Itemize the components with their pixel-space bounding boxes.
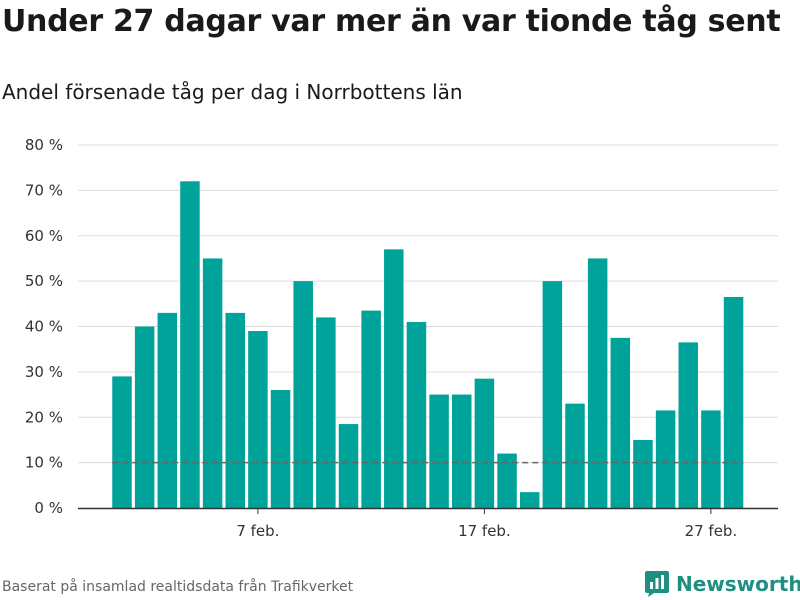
bar xyxy=(406,321,427,508)
y-tick-label: 50 % xyxy=(25,272,63,290)
y-tick-label: 0 % xyxy=(34,499,63,517)
bar xyxy=(361,310,381,508)
chart-title: Under 27 dagar var mer än var tionde tåg… xyxy=(2,4,781,39)
brand-name: Newsworthy xyxy=(676,572,800,596)
bar xyxy=(248,331,268,508)
bar xyxy=(270,390,291,508)
bar xyxy=(655,410,676,508)
y-tick-label: 70 % xyxy=(25,181,63,199)
bar xyxy=(474,378,495,508)
source-note: Baserat på insamlad realtidsdata från Tr… xyxy=(2,579,354,595)
bar xyxy=(497,453,517,508)
bar xyxy=(701,410,721,508)
bar xyxy=(633,439,653,508)
chart-subtitle: Andel försenade tåg per dag i Norrbotten… xyxy=(2,80,463,104)
bar xyxy=(565,403,585,508)
bar xyxy=(542,281,563,508)
x-tick-label: 27 feb. xyxy=(685,522,738,540)
brand: Newsworthy xyxy=(644,570,800,598)
bar xyxy=(429,394,449,508)
bar xyxy=(338,424,359,508)
bar xyxy=(316,317,336,508)
bars xyxy=(112,181,744,509)
bar xyxy=(134,326,155,508)
bar xyxy=(157,312,178,508)
bar xyxy=(610,337,631,508)
y-tick-label: 60 % xyxy=(25,227,63,245)
x-tick-label: 7 feb. xyxy=(236,522,279,540)
x-tick-label: 17 feb. xyxy=(458,522,511,540)
bar xyxy=(452,394,472,508)
y-tick-label: 80 % xyxy=(25,136,63,154)
bar xyxy=(678,342,698,508)
bar xyxy=(384,249,404,509)
bar xyxy=(112,376,132,508)
bar xyxy=(180,181,200,509)
y-tick-label: 40 % xyxy=(25,318,63,336)
newsworthy-logo-icon xyxy=(645,571,669,597)
bar xyxy=(723,297,744,508)
y-tick-label: 10 % xyxy=(25,454,63,472)
bar xyxy=(587,258,608,508)
y-axis-labels: 0 % 10 % 20 % 30 % 40 % 50 % 60 % 70 % 80 % xyxy=(25,136,63,517)
bar xyxy=(225,312,245,508)
bar xyxy=(519,492,540,508)
bar-chart: 0 % 10 % 20 % 30 % 40 % 50 % 60 % 70 % 80 % 7 fe… xyxy=(25,136,778,540)
bar xyxy=(202,258,223,508)
y-tick-label: 20 % xyxy=(25,408,63,426)
y-tick-label: 30 % xyxy=(25,363,63,381)
bar xyxy=(293,281,313,508)
x-axis: 7 feb. 17 feb. 27 feb. xyxy=(78,507,778,540)
